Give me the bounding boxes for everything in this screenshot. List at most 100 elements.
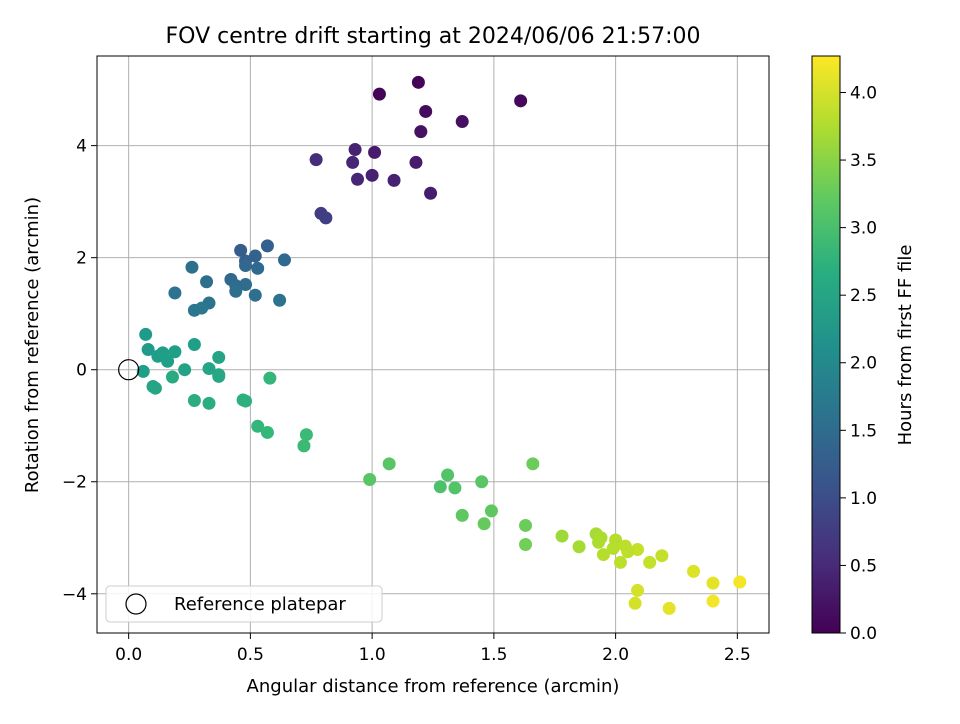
data-point (628, 596, 642, 610)
data-point (706, 576, 720, 590)
data-point (248, 249, 262, 263)
data-point (299, 428, 313, 442)
data-point (319, 211, 333, 225)
y-axis-label: Rotation from reference (arcmin) (22, 197, 43, 493)
data-point (239, 259, 253, 273)
data-point (631, 543, 645, 557)
data-point (419, 104, 433, 118)
colorbar: 0.0 0.5 1.0 1.5 2.0 2.5 3.0 3.5 4.0 Hours from f… (811, 55, 916, 644)
plot-area (97, 56, 769, 633)
y-tick-label: 4 (76, 137, 87, 157)
data-point (733, 575, 747, 589)
data-point (202, 396, 216, 410)
x-tick-label: 0.0 (115, 645, 142, 665)
data-point (365, 168, 379, 182)
data-point (572, 540, 586, 554)
data-point (309, 153, 323, 167)
data-point (187, 303, 201, 317)
data-point (514, 94, 528, 108)
data-point (348, 143, 362, 157)
legend-box (105, 585, 383, 623)
y-axis-ticks: −4 −2 0 2 4 (62, 137, 97, 605)
data-point (277, 253, 291, 267)
data-point (136, 364, 150, 378)
data-points (136, 75, 747, 615)
data-point (212, 369, 226, 383)
data-point (273, 293, 287, 307)
colorbar-gradient (811, 55, 841, 634)
data-point (260, 425, 274, 439)
x-axis-ticks: 0.0 0.5 1.0 1.5 2.0 2.5 (115, 633, 751, 665)
x-tick-label: 2.0 (602, 645, 629, 665)
data-point (655, 549, 669, 563)
colorbar-tick-label: 0.0 (850, 624, 877, 644)
y-tick-label: 2 (76, 249, 87, 269)
data-point (409, 155, 423, 169)
data-point (631, 583, 645, 597)
data-point (387, 173, 401, 187)
data-point (477, 517, 491, 531)
colorbar-tick-label: 0.5 (850, 556, 877, 576)
data-point (168, 286, 182, 300)
plot-frame (96, 55, 770, 634)
reference-point-marker (118, 359, 140, 381)
data-point (202, 362, 216, 376)
data-point (662, 601, 676, 615)
data-point (141, 343, 155, 357)
data-point (139, 327, 153, 341)
data-point (263, 371, 277, 385)
reference-marker (118, 359, 140, 381)
x-tick-label: 1.0 (359, 645, 386, 665)
data-point (161, 354, 175, 368)
x-tick-label: 2.5 (724, 645, 751, 665)
data-point (151, 349, 165, 363)
colorbar-tick-label: 3.0 (850, 219, 877, 239)
data-point (424, 186, 438, 200)
x-axis-label: Angular distance from reference (arcmin) (247, 676, 620, 697)
data-point (526, 457, 540, 471)
chart-title: FOV centre drift starting at 2024/06/06 … (166, 24, 701, 49)
data-point (148, 381, 162, 395)
data-point (606, 541, 620, 555)
data-point (346, 155, 360, 169)
y-tick-label: −2 (62, 473, 87, 493)
colorbar-tick-label: 3.5 (850, 151, 877, 171)
data-point (229, 284, 243, 298)
data-point (414, 125, 428, 139)
colorbar-ticks: 0.0 0.5 1.0 1.5 2.0 2.5 3.0 3.5 4.0 (840, 83, 877, 644)
data-point (592, 535, 606, 549)
data-point (351, 172, 365, 186)
data-point (621, 545, 635, 559)
data-point (212, 350, 226, 364)
data-point (187, 338, 201, 351)
data-point (251, 261, 265, 275)
y-tick-label: 0 (76, 361, 87, 381)
data-point (555, 529, 569, 543)
data-point (613, 555, 627, 569)
data-point (178, 363, 192, 377)
colorbar-tick-label: 1.5 (850, 421, 877, 441)
data-point (687, 564, 701, 578)
data-point (448, 481, 462, 495)
legend-label: Reference platepar (174, 594, 346, 615)
data-point (455, 508, 469, 522)
data-point (706, 594, 720, 608)
data-point (187, 394, 201, 408)
data-point (165, 370, 179, 384)
data-point (484, 504, 498, 518)
x-tick-label: 1.5 (480, 645, 507, 665)
data-point (411, 75, 425, 89)
colorbar-tick-label: 2.0 (850, 354, 877, 374)
data-point (596, 548, 610, 562)
colorbar-label: Hours from first FF file (895, 245, 916, 446)
data-point (239, 394, 253, 408)
data-point (643, 555, 657, 569)
data-point (382, 457, 396, 471)
data-point (455, 115, 469, 129)
legend: Reference platepar (105, 585, 383, 623)
legend-marker-open-circle (125, 593, 147, 615)
colorbar-tick-label: 4.0 (850, 83, 877, 103)
data-point (519, 518, 533, 532)
